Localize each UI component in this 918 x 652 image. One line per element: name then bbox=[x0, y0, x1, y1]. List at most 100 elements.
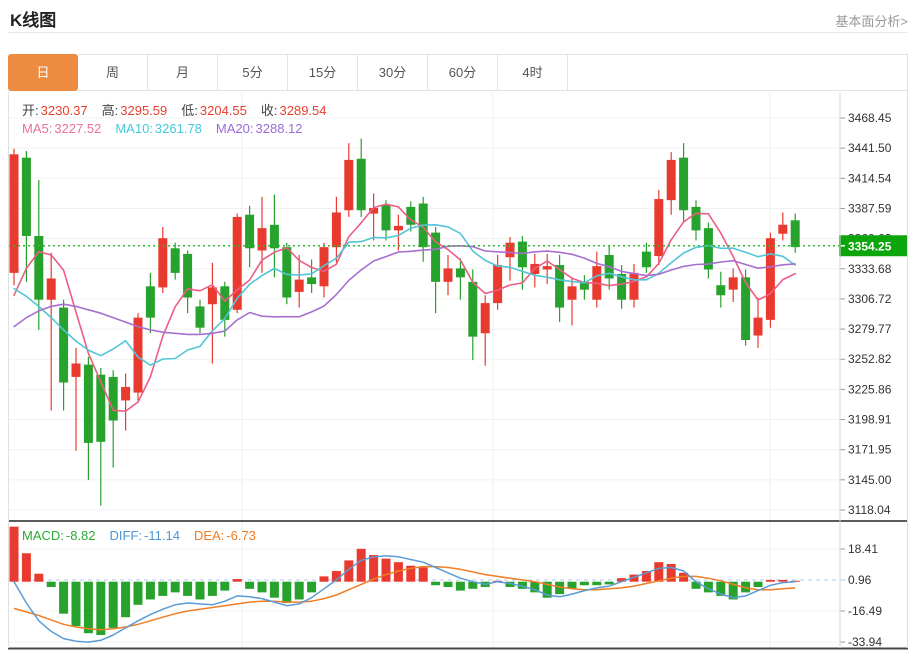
macd-bar bbox=[778, 579, 788, 582]
candle-down bbox=[716, 285, 726, 296]
diff-label: DIFF: bbox=[109, 528, 143, 543]
macd-bar bbox=[356, 548, 366, 582]
macd-bar bbox=[108, 581, 118, 628]
candle-down bbox=[679, 157, 689, 211]
candle-up bbox=[46, 278, 56, 300]
macd-bar bbox=[567, 581, 577, 589]
candle-up bbox=[331, 212, 341, 248]
macd-bar bbox=[530, 581, 540, 593]
dea-label: DEA: bbox=[193, 528, 225, 543]
tab-月[interactable]: 月 bbox=[148, 54, 218, 91]
candle-up bbox=[654, 199, 664, 257]
macd-bar bbox=[592, 581, 602, 586]
macd-bar bbox=[790, 580, 800, 582]
macd-bar bbox=[455, 581, 465, 591]
macd-bar bbox=[406, 565, 416, 582]
candle-down bbox=[245, 214, 255, 249]
macd-bar bbox=[282, 581, 292, 604]
candle-up bbox=[344, 159, 354, 211]
panel-borders bbox=[8, 91, 908, 650]
candle-up bbox=[778, 224, 788, 234]
macd-bar bbox=[59, 581, 69, 614]
candle-down bbox=[517, 241, 527, 268]
candle-up bbox=[133, 317, 143, 393]
macd-bar bbox=[269, 581, 279, 598]
candle-down bbox=[282, 247, 292, 298]
macd-bar bbox=[344, 560, 354, 582]
macd-bar bbox=[21, 553, 31, 582]
candle-up bbox=[121, 386, 131, 401]
high-label: 高: bbox=[101, 103, 119, 118]
macd-bar bbox=[307, 581, 317, 593]
price-axis-label: 3198.91 bbox=[848, 413, 892, 427]
close-label: 收: bbox=[260, 103, 278, 118]
ma5-value: 3227.52 bbox=[54, 121, 102, 136]
candle-up bbox=[207, 287, 217, 305]
tab-30分[interactable]: 30分 bbox=[358, 54, 428, 91]
macd-bar bbox=[431, 581, 441, 586]
macd-axis-label: 0.96 bbox=[848, 573, 872, 587]
macd-bar bbox=[629, 574, 639, 582]
open-value: 3230.37 bbox=[40, 103, 88, 118]
candle-down bbox=[579, 281, 589, 290]
price-axis-label: 3225.86 bbox=[848, 382, 892, 396]
ma5-label: MA5: bbox=[22, 121, 53, 136]
candle-up bbox=[9, 154, 19, 273]
candle-down bbox=[83, 364, 93, 443]
candle-up bbox=[567, 286, 577, 300]
ma5-series bbox=[13, 203, 796, 412]
ma20-series bbox=[13, 245, 796, 336]
price-axis-label: 3441.50 bbox=[848, 141, 892, 155]
price-axis-label: 3279.77 bbox=[848, 322, 892, 336]
macd-bar bbox=[579, 581, 589, 586]
dea-value: -6.73 bbox=[226, 528, 256, 543]
candle-up bbox=[728, 277, 738, 290]
candle-down bbox=[703, 228, 713, 270]
price-axis-label: 3414.54 bbox=[848, 171, 892, 185]
price-axis-label: 3468.45 bbox=[848, 111, 892, 125]
macd-bar bbox=[158, 581, 168, 596]
macd-bar bbox=[468, 581, 478, 589]
tab-日[interactable]: 日 bbox=[8, 54, 78, 91]
tab-5分[interactable]: 5分 bbox=[218, 54, 288, 91]
candle-down bbox=[381, 204, 391, 231]
candle-up bbox=[443, 268, 453, 282]
candle-down bbox=[356, 158, 366, 211]
ma10-series bbox=[13, 224, 796, 366]
macd-bar bbox=[505, 581, 515, 588]
macd-bar bbox=[121, 581, 131, 618]
tab-15分[interactable]: 15分 bbox=[288, 54, 358, 91]
dea-line bbox=[13, 565, 796, 631]
fundamental-analysis-link[interactable]: 基本面分析> bbox=[835, 14, 908, 29]
candle-down bbox=[431, 232, 441, 282]
candle-up bbox=[369, 207, 379, 214]
macd-bar bbox=[245, 581, 255, 589]
price-axis-label: 3387.59 bbox=[848, 201, 892, 215]
tab-周[interactable]: 周 bbox=[78, 54, 148, 91]
candle-down bbox=[691, 206, 701, 231]
macd-bar bbox=[381, 558, 391, 582]
close-value: 3289.54 bbox=[279, 103, 327, 118]
macd-bar bbox=[220, 581, 230, 591]
candle-up bbox=[493, 265, 503, 304]
macd-bar bbox=[654, 562, 664, 582]
candle-down bbox=[21, 157, 31, 236]
ma20-label: MA20: bbox=[215, 121, 254, 136]
macd-axis-label: 18.41 bbox=[848, 542, 878, 556]
dea-series bbox=[13, 565, 796, 631]
macd-label: MACD: bbox=[22, 528, 64, 543]
candle-up bbox=[505, 242, 515, 258]
candle-up bbox=[666, 159, 676, 201]
tab-60分[interactable]: 60分 bbox=[428, 54, 498, 91]
candle-up bbox=[294, 279, 304, 292]
macd-bar bbox=[232, 579, 242, 582]
tab-4时[interactable]: 4时 bbox=[498, 54, 568, 91]
macd-bar bbox=[207, 581, 217, 596]
macd-bar bbox=[96, 581, 106, 636]
macd-bar bbox=[319, 576, 329, 582]
ma20-line bbox=[13, 245, 796, 336]
macd-info: MACD: -8.82 DIFF: -11.14 DEA: -6.73 bbox=[22, 528, 270, 543]
interval-tab-bar: 日周月 5分 15分 30分 60分 4时 bbox=[8, 54, 908, 91]
macd-bar bbox=[443, 581, 453, 588]
candle-down bbox=[170, 248, 180, 273]
